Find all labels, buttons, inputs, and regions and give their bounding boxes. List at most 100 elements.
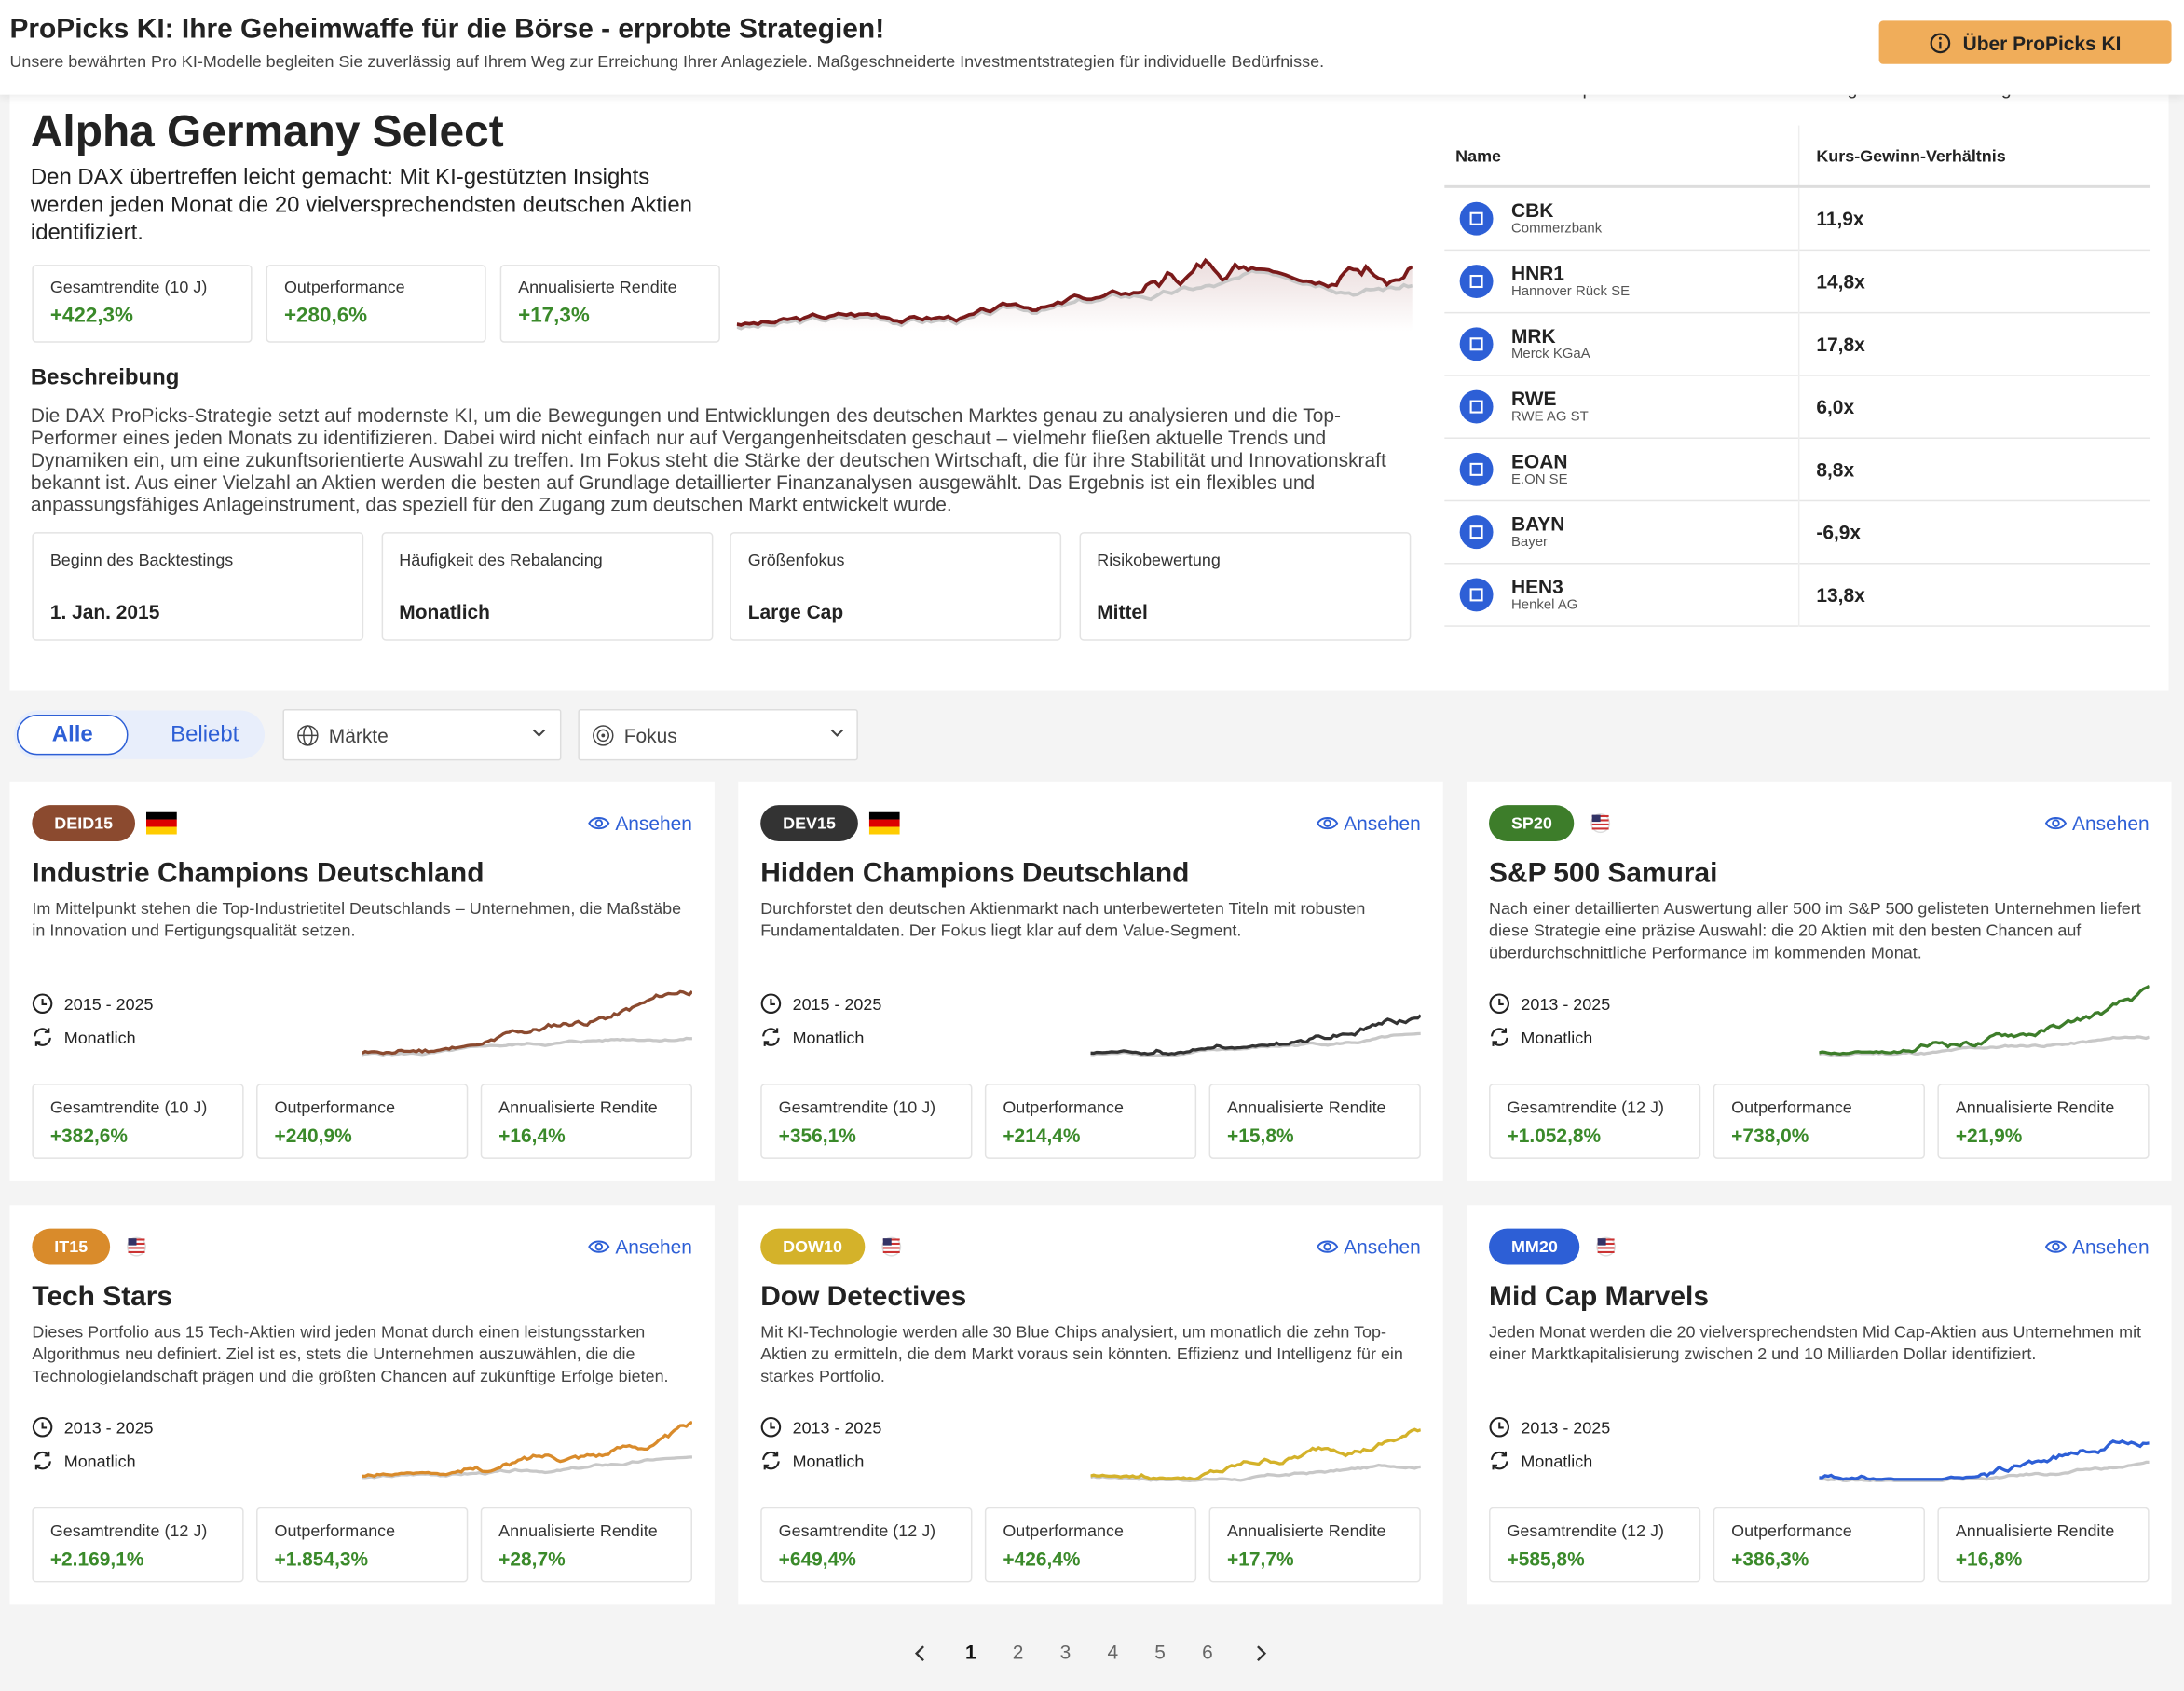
stat-box: Gesamtrendite (12 J) +1.052,8% — [1489, 1084, 1701, 1159]
clock-face — [760, 1416, 782, 1438]
card-description: Im Mittelpunkt stehen die Top-Industriet… — [32, 898, 682, 941]
benchmark-line — [736, 268, 1413, 331]
pe-cell: 11,9x — [1816, 207, 1864, 230]
sparkline — [362, 1420, 692, 1480]
header-title: ProPicks KI: Ihre Geheimwaffe für die Bö… — [9, 13, 885, 45]
stat-value: +240,9% — [274, 1124, 352, 1147]
strategy-line — [1090, 1427, 1421, 1481]
flag — [145, 811, 177, 835]
meta-text: Monatlich — [792, 1451, 865, 1471]
pe-cell: -6,9x — [1816, 520, 1862, 543]
sparkline — [1819, 985, 2150, 1057]
view-label: Ansehen — [1344, 811, 1421, 835]
strategy-card: DEID15 Ansehen Industrie Champions Deutsch… — [9, 781, 715, 1181]
header-subtitle: Unsere bewährten Pro KI-Modelle begleite… — [9, 51, 1325, 72]
table-row: HNR1 Hannover Rück SE 14,8x — [1444, 249, 2151, 312]
table-row: RWE RWE AG ST 6,0x — [1444, 375, 2151, 438]
tab[interactable]: Alle — [16, 714, 129, 756]
dropdown[interactable]: Märkte — [282, 709, 562, 761]
company: Commerzbank — [1510, 222, 1603, 238]
card-title: Industrie Champions Deutschland — [32, 857, 485, 889]
view-link[interactable]: Ansehen — [2044, 812, 2150, 835]
eye-outline — [2044, 817, 2067, 830]
stat-label: Outperformance — [1731, 1098, 1852, 1118]
strategy-line — [1819, 1439, 2150, 1481]
stat-label: Annualisierte Rendite — [498, 1521, 658, 1541]
name-wrap: MRK Merck KGaA — [1458, 324, 1796, 362]
strategy-line — [1090, 1014, 1421, 1057]
col-header: Name — [1444, 125, 1800, 187]
meta-row: Monatlich — [32, 1027, 136, 1047]
flag-stripe — [868, 826, 900, 835]
ticker: BAYN — [1510, 512, 1565, 536]
tab[interactable]: Beliebt — [171, 722, 239, 747]
eye-icon — [1316, 817, 1338, 830]
about-button[interactable]: Über ProPicks KI — [1878, 20, 2172, 64]
dropdown[interactable]: Fokus — [578, 709, 858, 761]
icon-bg — [1459, 389, 1494, 423]
pe-cell: 13,8x — [1816, 582, 1865, 606]
stat-value: +738,0% — [1731, 1124, 1809, 1147]
info-label: Größenfokus — [747, 550, 845, 570]
clock-hands — [1498, 1422, 1504, 1429]
table-row: CBK Commerzbank 11,9x — [1444, 186, 2151, 250]
flag-stripe — [1591, 819, 1609, 822]
cycle-arrows — [762, 1028, 780, 1046]
page-number[interactable]: 4 — [1107, 1641, 1119, 1664]
flag-stripe — [145, 811, 177, 820]
meta-text: Monatlich — [792, 1027, 865, 1047]
eye-pupil — [2051, 1242, 2060, 1251]
flag-stripe — [1591, 814, 1609, 818]
clock-hands — [770, 998, 775, 1006]
clock-face — [1489, 1416, 1510, 1438]
icon-glyph — [1469, 462, 1483, 476]
view-link[interactable]: Ansehen — [1316, 812, 1421, 835]
stat-label: Gesamtrendite (10 J) — [49, 277, 208, 297]
name-text: EOAN E.ON SE — [1511, 450, 1568, 487]
tab-group: Alle Beliebt — [13, 710, 266, 759]
company: Henkel AG — [1510, 597, 1578, 613]
card-description: Durchforstet den deutschen Aktienmarkt n… — [760, 898, 1366, 941]
view-link[interactable]: Ansehen — [1316, 1235, 1421, 1258]
icon-glyph — [1469, 336, 1483, 350]
strategy-line — [362, 989, 692, 1056]
page-number[interactable]: 6 — [1202, 1641, 1213, 1664]
flag — [1596, 1236, 1617, 1257]
clock-face — [32, 1416, 53, 1438]
view-link[interactable]: Ansehen — [587, 1235, 692, 1258]
meta-row: Monatlich — [32, 1450, 136, 1470]
stat-box: Annualisierte Rendite +17,7% — [1208, 1507, 1421, 1583]
flag-stripe — [145, 819, 177, 827]
clock-icon — [32, 993, 53, 1014]
info-value: Mittel — [1097, 600, 1148, 623]
stat-label: Outperformance — [1003, 1521, 1124, 1541]
view-link[interactable]: Ansehen — [587, 812, 692, 835]
name-wrap: RWE RWE AG ST — [1458, 388, 1796, 425]
eye-pupil — [1322, 819, 1331, 827]
next-page[interactable] — [1252, 1643, 1269, 1663]
view-label: Ansehen — [615, 1235, 692, 1259]
strategy-line — [736, 257, 1413, 327]
stat-value: +426,4% — [1003, 1548, 1081, 1570]
page-number[interactable]: 2 — [1012, 1641, 1024, 1664]
cycle-arrows — [1490, 1451, 1508, 1470]
page-number[interactable]: 1 — [964, 1641, 976, 1664]
company-icon — [1459, 577, 1494, 611]
table-row: EOAN E.ON SE 8,8x — [1444, 437, 2151, 500]
page-number[interactable]: 5 — [1154, 1641, 1166, 1664]
meta-row: Monatlich — [760, 1027, 864, 1047]
stat-box: Annualisierte Rendite +17,3% — [499, 265, 720, 343]
prev-page[interactable] — [912, 1643, 929, 1663]
stat-label: Annualisierte Rendite — [518, 277, 677, 297]
info-value: 1. Jan. 2015 — [49, 600, 160, 623]
flag-stripe — [868, 811, 900, 820]
view-link[interactable]: Ansehen — [2044, 1235, 2150, 1258]
eye-outline — [1316, 1240, 1338, 1253]
hero-panel: Alpha Germany Select Den DAX übertreffen… — [9, 78, 2169, 691]
flag-stripe — [145, 826, 177, 835]
clock-icon — [1489, 1416, 1510, 1438]
eye-pupil — [594, 819, 603, 827]
name-cell: RWE RWE AG ST — [1444, 375, 1800, 438]
page-number[interactable]: 3 — [1059, 1641, 1072, 1664]
stock-table: Name Kurs-Gewinn-Verhältnis CBK Commerzba… — [1444, 125, 2151, 626]
